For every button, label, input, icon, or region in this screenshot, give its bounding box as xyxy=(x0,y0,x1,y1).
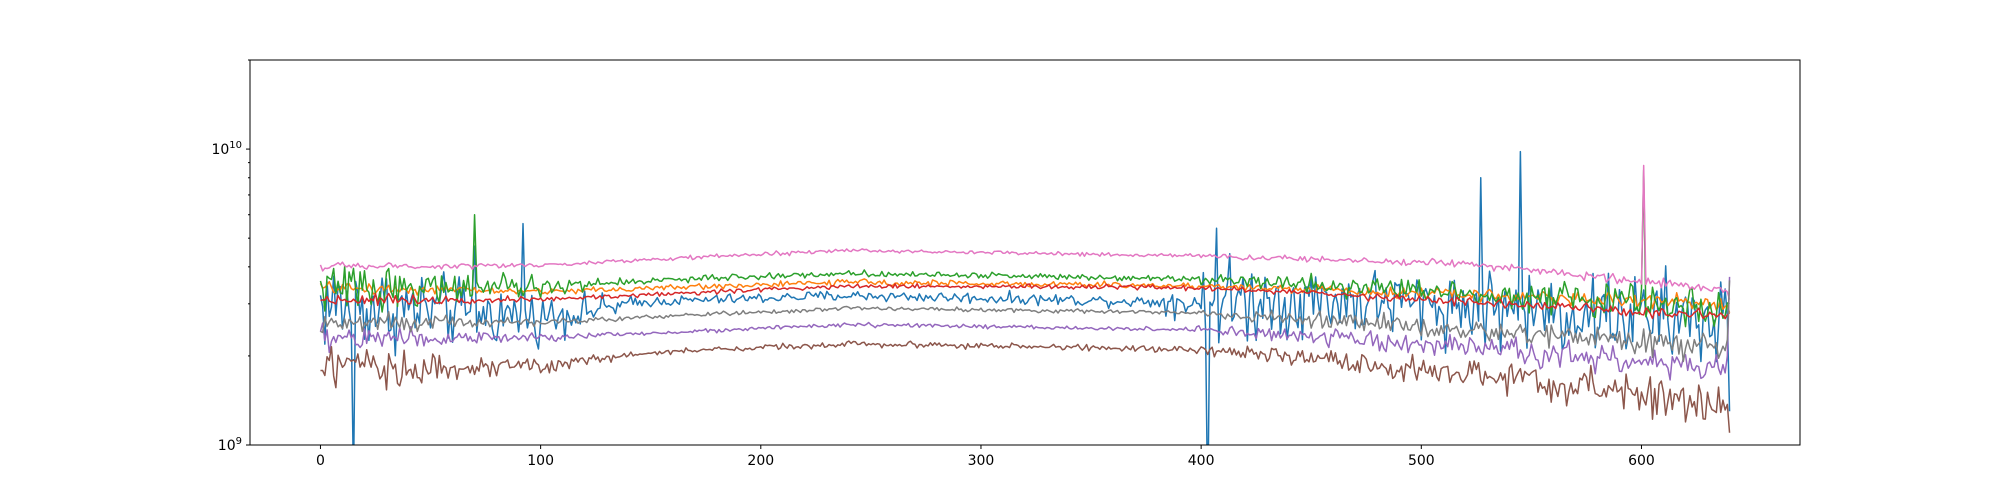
series-line xyxy=(320,340,1731,433)
x-tick-label: 100 xyxy=(527,453,554,469)
series-line xyxy=(319,150,1731,445)
x-tick-label: 400 xyxy=(1188,453,1215,469)
x-axis: 0 100 200 300 400 500 600 xyxy=(316,445,1655,469)
x-tick-label: 600 xyxy=(1628,453,1655,469)
series-line xyxy=(320,280,1731,363)
y-tick-label: 1010 xyxy=(211,140,242,158)
series-line xyxy=(320,282,1731,320)
series-line xyxy=(319,276,1731,381)
x-tick-label: 300 xyxy=(968,453,995,469)
x-tick-label: 0 xyxy=(316,453,325,469)
series-line xyxy=(319,278,1731,313)
series-line xyxy=(319,164,1731,300)
y-axis: 109 1010 xyxy=(211,59,250,454)
plot-frame xyxy=(249,59,1801,446)
series-layer xyxy=(319,150,1731,445)
y-tick-label: 109 xyxy=(218,436,242,454)
series-line xyxy=(319,169,1730,328)
x-tick-label: 200 xyxy=(747,453,774,469)
x-tick-label: 500 xyxy=(1408,453,1435,469)
